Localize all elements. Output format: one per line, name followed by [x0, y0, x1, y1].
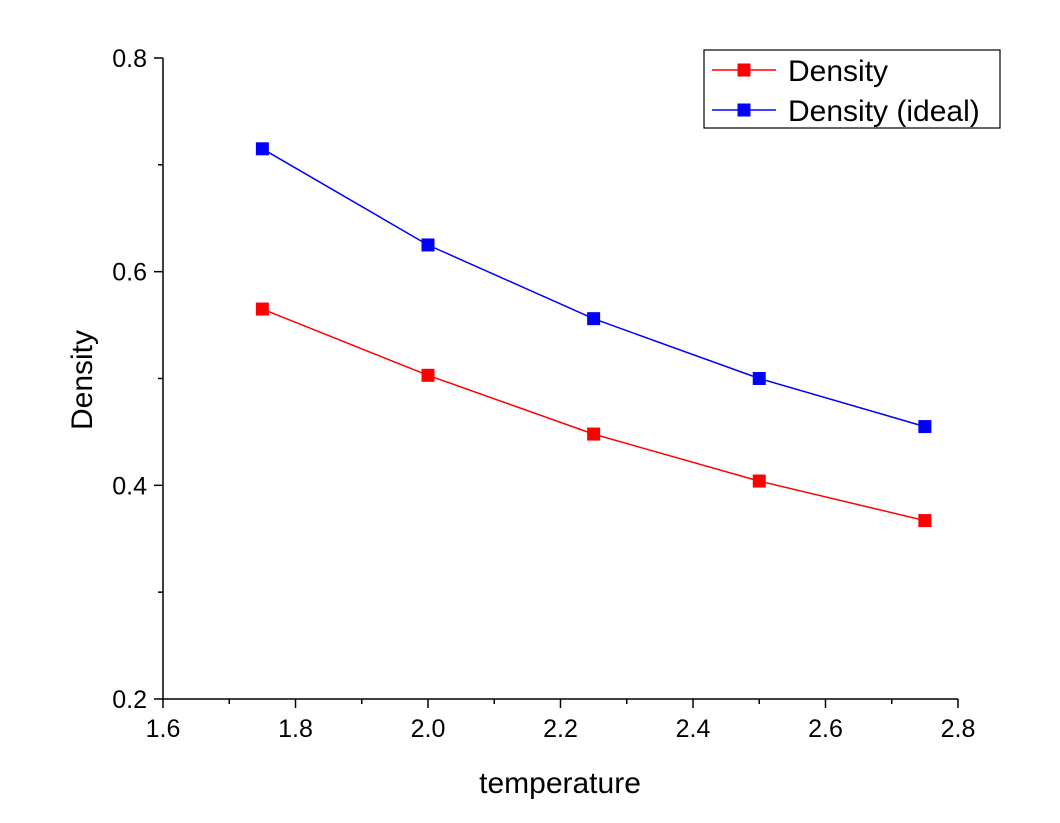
data-point [752, 372, 766, 385]
legend-box [703, 49, 1001, 129]
y-axis-title: Density [66, 330, 99, 430]
axes: 1.6 1.8 2.0 2.2 2.4 2.6 2.8 0.2 0.4 0.6 0.8 [112, 45, 975, 743]
data-point [918, 514, 932, 528]
x-tick-label: 2.4 [676, 715, 711, 743]
x-tick-label: 2.6 [808, 715, 843, 743]
series-density [255, 302, 932, 528]
data-point [752, 474, 766, 488]
data-point [587, 312, 601, 326]
legend-entry: Density [712, 55, 888, 88]
y-tick-label: 0.4 [112, 472, 147, 500]
data-point [421, 238, 435, 252]
data-point [255, 302, 269, 316]
y-tick-label: 0.6 [112, 259, 147, 287]
series-group [255, 142, 932, 528]
legend: Density Density (ideal) [703, 49, 1001, 129]
legend-entry: Density (ideal) [712, 95, 980, 128]
data-point [918, 420, 932, 434]
legend-marker [737, 63, 751, 77]
x-tick-label: 2.8 [941, 715, 976, 743]
legend-label: Density [788, 55, 888, 88]
data-point [587, 427, 601, 441]
legend-label: Density (ideal) [788, 95, 980, 128]
legend-marker [737, 103, 751, 117]
y-tick-label: 0.8 [112, 45, 147, 73]
x-tick-label: 1.8 [278, 715, 313, 743]
data-point [255, 142, 269, 156]
x-tick-label: 2.0 [411, 715, 446, 743]
y-tick-label: 0.2 [112, 686, 147, 714]
data-point [421, 368, 435, 382]
series-density-ideal [255, 142, 932, 434]
x-axis-title: temperature [479, 767, 641, 800]
x-tick-label: 1.6 [146, 715, 181, 743]
x-tick-label: 2.2 [543, 715, 578, 743]
